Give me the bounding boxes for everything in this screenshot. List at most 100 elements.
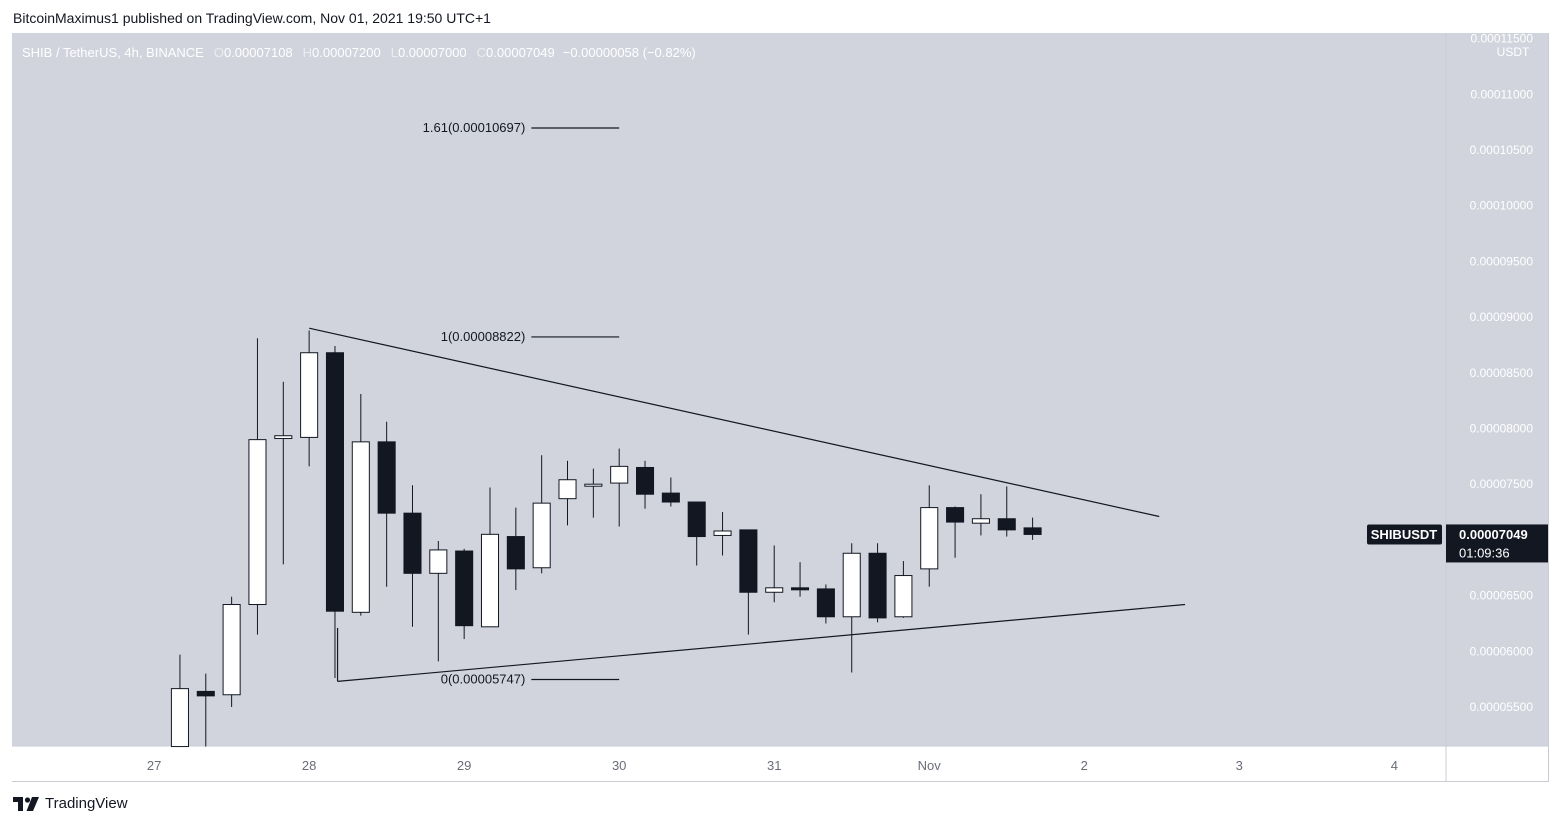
candle-body	[429, 549, 448, 574]
candle	[274, 381, 293, 565]
candle-body	[894, 575, 913, 618]
x-tick-label: 31	[767, 758, 781, 773]
candle-body	[997, 518, 1016, 531]
candle	[868, 543, 887, 623]
x-tick-label: 2	[1081, 758, 1088, 773]
candle	[403, 485, 422, 627]
y-tick-label: 0.00011500	[1470, 33, 1533, 46]
y-tick-label: 0.00010000	[1470, 199, 1534, 213]
candle-body	[532, 502, 551, 569]
candle-body	[325, 352, 344, 612]
candle-body	[480, 533, 500, 628]
legend-change: −0.00000058 (−0.82%)	[563, 45, 696, 60]
price-axis[interactable]	[1446, 33, 1548, 746]
candle	[480, 487, 500, 628]
candle-body	[558, 479, 577, 500]
candle	[1023, 517, 1042, 540]
candle	[429, 541, 448, 662]
candle	[170, 654, 189, 748]
candle-body	[274, 435, 293, 440]
candle	[765, 545, 784, 603]
legend-high: 0.00007200	[312, 45, 381, 60]
x-tick-label: 29	[457, 758, 471, 773]
candle	[455, 548, 474, 640]
x-tick-label: Nov	[918, 758, 942, 773]
x-tick-labels: 27 28 29 30 31 Nov 2 3 4	[147, 758, 1398, 773]
candle-body	[765, 587, 784, 593]
candle	[196, 673, 215, 747]
candle-body	[816, 588, 835, 618]
time-axis[interactable]	[12, 746, 1446, 781]
tradingview-brand[interactable]: TradingView	[13, 795, 128, 812]
candle	[610, 448, 629, 527]
y-tick-label: 0.00009000	[1470, 310, 1534, 324]
price-chart[interactable]: 0.00011500 0.00011000 0.00010500 0.00010000…	[12, 33, 1548, 781]
candle-body	[300, 352, 319, 438]
candle	[791, 562, 810, 597]
candle-body	[842, 552, 861, 618]
candle-body	[248, 439, 267, 606]
legend-h-label: H	[303, 45, 312, 60]
candle-body	[222, 604, 241, 696]
candle-body	[739, 529, 758, 593]
y-tick-label: 0.00007500	[1470, 477, 1534, 491]
candle-body	[506, 536, 525, 570]
candle	[661, 477, 680, 507]
candle-body	[971, 518, 990, 524]
candle-body	[584, 483, 603, 487]
y-tick-label: 0.00009500	[1470, 254, 1534, 268]
symbol-tag	[1367, 524, 1442, 545]
candle	[300, 330, 319, 467]
plot-area[interactable]	[12, 33, 1446, 746]
candle-body	[687, 501, 706, 538]
trendlines[interactable]	[309, 327, 1186, 682]
y-tick-label: 0.00006500	[1470, 589, 1534, 603]
candle-body	[403, 512, 422, 574]
candle-body	[946, 507, 965, 523]
y-tick-label: 0.00005500	[1470, 700, 1534, 714]
candle	[713, 512, 732, 556]
fib-levels[interactable]: 1.61(0.00010697) 1(0.00008822) 0(0.0000574…	[423, 120, 620, 686]
x-tick-label: 27	[147, 758, 161, 773]
candles[interactable]	[170, 330, 1042, 748]
candle	[558, 460, 577, 526]
candle	[971, 494, 990, 536]
symbol-tag-label: SHIBUSDT	[1371, 527, 1438, 542]
candle-body	[920, 507, 939, 570]
candle-body	[196, 690, 215, 697]
candle	[532, 455, 551, 574]
legend-l-label: L	[391, 45, 398, 60]
fib-level-label: 1.61(0.00010697)	[423, 120, 526, 135]
candle	[584, 468, 603, 518]
x-tick-label: 30	[612, 758, 626, 773]
legend-close: 0.00007049	[486, 45, 555, 60]
y-tick-label: 0.00008000	[1470, 421, 1534, 435]
candle-body	[713, 530, 732, 536]
candle-body	[351, 441, 370, 613]
trendline-resistance	[309, 327, 1160, 518]
fib-level-label: 1(0.00008822)	[441, 329, 526, 344]
candle-body	[868, 552, 887, 619]
price-tag	[1446, 524, 1548, 563]
x-tick-label: 28	[302, 758, 316, 773]
y-tick-label: 0.00011000	[1470, 87, 1533, 101]
ohlc-legend: SHIB / TetherUS, 4h, BINANCE O0.00007108 H…	[22, 45, 696, 60]
candle-body	[377, 441, 396, 514]
y-tick-label: 0.00008500	[1470, 366, 1534, 380]
legend-o-label: O	[214, 45, 224, 60]
candle-body	[170, 688, 189, 748]
candle	[894, 561, 913, 618]
candle	[739, 529, 758, 635]
price-tag-value: 0.00007049	[1459, 527, 1528, 542]
trendline-support	[337, 603, 1186, 682]
candle	[816, 584, 835, 624]
candle	[506, 507, 525, 591]
y-tick-label: 0.00010500	[1470, 143, 1534, 157]
candle	[946, 506, 965, 558]
candle	[842, 543, 861, 673]
candle	[687, 501, 706, 566]
tradingview-logo-icon	[13, 796, 39, 811]
candle	[351, 393, 370, 616]
publisher-caption: BitcoinMaximus1 published on TradingView…	[13, 10, 491, 26]
